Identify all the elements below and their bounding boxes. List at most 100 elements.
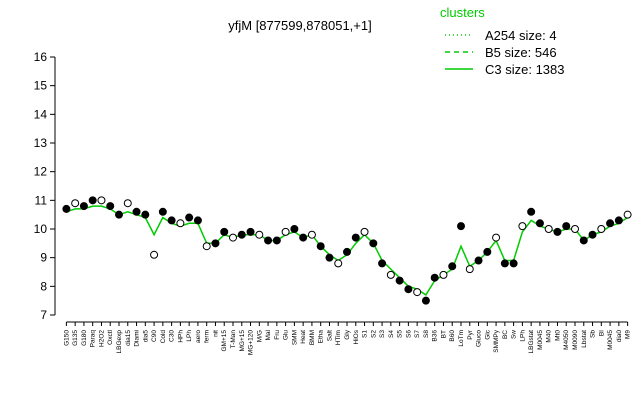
data-point [299,233,308,242]
data-point [211,239,220,248]
x-tick-label: H2O2 [98,330,105,347]
x-tick-label: MG+15 [239,330,246,352]
legend-label: C3 size: 1383 [485,62,565,77]
data-point [193,216,202,225]
data-point [334,259,343,268]
x-tick-label: S5 [397,330,404,338]
y-tick-label: 11 [35,193,48,207]
data-point [88,196,97,205]
data-point [220,227,229,236]
x-tick-label: Diami [134,330,141,347]
data-point [492,233,501,242]
data-point [465,265,474,274]
x-tick-label: C90 [151,330,158,342]
x-tick-label: M40 [546,330,553,343]
data-point [386,270,395,279]
x-tick-label: Glc [484,329,491,340]
data-point [343,247,351,256]
x-tick-label: S1 [362,330,369,338]
data-point [185,213,194,222]
data-point [229,233,237,242]
x-tick-label: M/G [256,330,263,342]
chart-title: yfjM [877599,878051,+1] [228,18,371,33]
data-point [614,216,623,225]
data-point [448,262,457,271]
x-tick-label: BC [502,330,509,339]
x-tick-label: Sb [590,330,597,338]
y-tick-label: 10 [34,222,48,236]
data-point [71,199,80,208]
data-point [316,242,325,251]
x-tick-label: HTim [335,330,342,345]
x-tick-label: BI [598,330,605,336]
x-tick-label: G135 [72,330,79,346]
data-point [457,222,465,231]
data-point [281,227,290,236]
x-tick-label: S2 [370,330,377,338]
data-point [527,207,536,216]
data-point [158,207,167,216]
data-point [518,222,527,231]
data-point [500,259,509,268]
x-tick-label: Oxctl [107,329,114,344]
x-tick-label: M4050 [563,330,570,350]
data-point [255,230,264,239]
data-point [579,236,588,245]
x-tick-label: B36 [432,330,439,342]
data-point [378,259,387,268]
data-point [290,225,299,233]
y-tick-label: 12 [34,165,48,179]
x-tick-label: aero [195,330,202,343]
x-tick-label: HPh [177,330,184,343]
x-tick-label: Mal [265,329,272,340]
data-point [360,227,369,236]
data-point [141,210,150,219]
x-tick-label: S7 [414,330,421,338]
x-tick-label: Mt0 [554,330,561,341]
x-tick-label: HiOs [353,329,360,344]
x-tick-label: LPh [186,330,193,342]
data-point [272,236,281,245]
data-point [553,227,562,236]
data-point [483,247,492,256]
x-tick-label: S3 [379,330,386,338]
data-point [79,202,88,211]
data-point [597,225,606,233]
data-point [97,196,106,205]
x-tick-label: BT [440,330,447,338]
data-point [237,230,246,239]
x-tick-label: Pyr [467,329,474,340]
x-tick-label: G150 [63,330,70,346]
x-tick-label: S4 [388,330,395,338]
x-tick-label: dia0 [616,330,623,343]
data-point [123,199,132,208]
x-tick-label: Glu [283,330,290,341]
x-tick-label: nit [212,330,219,337]
data-point [544,225,553,233]
data-point [106,202,115,211]
data-point [395,276,404,285]
data-point [62,204,71,213]
x-tick-label: Sw [511,330,518,339]
y-tick-label: 9 [40,251,47,265]
data-point [167,216,176,225]
x-tick-label: Lbstat [581,330,588,348]
x-tick-label: Cold [160,330,167,344]
x-tick-label: C30 [169,330,176,342]
x-tick-label: B60 [449,330,456,342]
data-point [150,250,159,259]
legend-label: A254 size: 4 [485,28,557,43]
data-point [571,225,579,233]
y-tick-label: 16 [34,50,48,64]
x-tick-label: M0045 [607,330,614,350]
data-point [307,230,316,239]
data-point [351,233,360,242]
x-tick-label: LBGstat [528,330,535,354]
x-tick-label: S8 [423,330,430,338]
x-tick-label: dia5 [142,330,149,343]
x-tick-label: T-Man [230,330,237,349]
x-tick-label: SMM [291,330,298,345]
y-tick-label: 13 [34,136,48,150]
data-point [369,239,378,248]
